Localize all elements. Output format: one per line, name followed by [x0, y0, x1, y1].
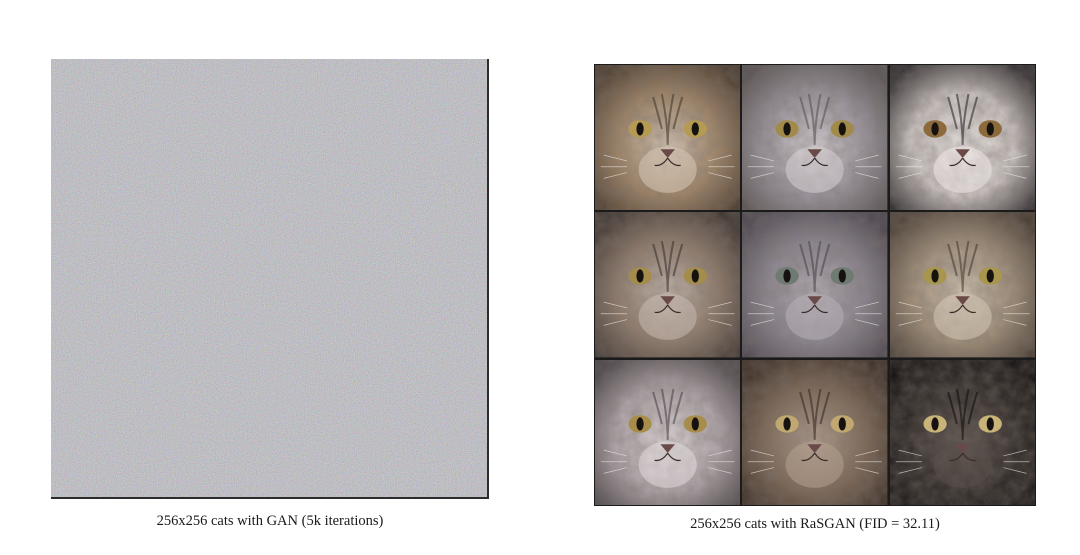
cat-image	[742, 359, 888, 505]
cat-image	[889, 65, 1035, 211]
cat-image	[742, 212, 888, 358]
cat-image	[595, 65, 741, 211]
cat-image	[595, 359, 741, 505]
gan-noise-image	[51, 59, 489, 499]
cat-image	[889, 359, 1035, 505]
right-caption: 256x256 cats with RaSGAN (FID = 32.11)	[690, 516, 940, 532]
left-caption: 256x256 cats with GAN (5k iterations)	[156, 513, 384, 529]
rasgan-cat-grid	[594, 64, 1036, 506]
cat-image	[595, 212, 741, 358]
cat-image	[889, 212, 1035, 358]
cat-image	[742, 65, 888, 211]
noise-canvas	[51, 59, 487, 497]
